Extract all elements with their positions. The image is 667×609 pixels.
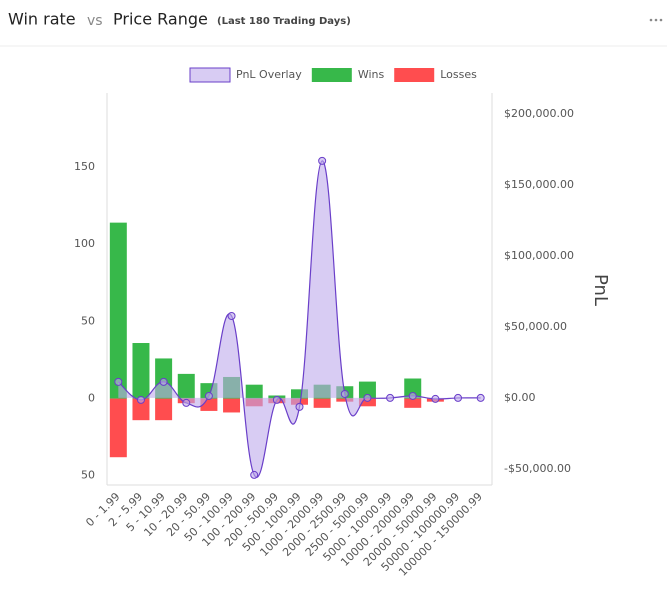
- bar: [291, 389, 308, 399]
- line-point: [408, 391, 417, 400]
- line-point: [227, 311, 236, 320]
- line-point: [159, 377, 168, 386]
- line-point: [386, 393, 395, 402]
- line-point: [295, 402, 304, 411]
- y-tick-label: 100: [74, 237, 95, 250]
- line-area: [118, 160, 481, 478]
- y-tick-label: 50: [81, 314, 95, 327]
- line-point: [136, 395, 145, 404]
- legend-swatch: [189, 67, 231, 83]
- legend-label: Wins: [358, 68, 385, 81]
- y-tick-label: 0: [88, 392, 95, 405]
- bar: [358, 381, 376, 399]
- legend-item: Losses: [394, 68, 477, 82]
- y2-tick-label: $50,000.00: [504, 320, 567, 333]
- bar: [223, 398, 241, 413]
- legend-label: PnL Overlay: [236, 68, 302, 81]
- y-tick-label: 150: [74, 160, 95, 173]
- line-point: [182, 398, 191, 407]
- y2-axis-title: PnL: [590, 274, 611, 306]
- line-point: [204, 391, 213, 400]
- line-point: [363, 393, 372, 402]
- menu-icon[interactable]: [649, 18, 663, 22]
- bar: [313, 398, 331, 408]
- chart-subtitle: (Last 180 Trading Days): [217, 16, 351, 27]
- bar: [132, 398, 150, 421]
- line-point: [454, 393, 463, 402]
- y2-tick-label: -$50,000.00: [504, 462, 571, 475]
- bar: [245, 384, 263, 399]
- y2-tick-label: $150,000.00: [504, 178, 574, 191]
- bar: [109, 398, 127, 458]
- y2-tick-label: $100,000.00: [504, 249, 574, 262]
- line-point: [114, 377, 123, 386]
- line-point: [250, 470, 259, 479]
- bar: [358, 398, 376, 407]
- bar: [336, 398, 354, 402]
- line-point: [431, 394, 440, 403]
- legend-item: PnL Overlay: [189, 67, 302, 83]
- line-point: [476, 393, 485, 402]
- chart-title: Win rate: [8, 10, 76, 29]
- y2-tick-label: $0.00: [504, 391, 536, 404]
- y-tick-label: 50: [81, 469, 95, 482]
- bar: [155, 398, 173, 421]
- line-point: [272, 395, 281, 404]
- line: [117, 160, 481, 478]
- bar: [132, 343, 150, 399]
- legend-item: Wins: [311, 68, 385, 82]
- legend-label: Losses: [440, 68, 477, 81]
- bar: [404, 378, 422, 399]
- bar: [177, 373, 195, 399]
- title-topic: Price Range: [113, 10, 208, 29]
- y2-tick-label: $200,000.00: [504, 107, 574, 120]
- bar: [109, 222, 127, 399]
- legend-swatch: [311, 68, 352, 82]
- line-point: [340, 389, 349, 398]
- legend-swatch: [394, 68, 435, 82]
- bar: [404, 398, 422, 408]
- line-point: [318, 156, 327, 165]
- title-vs: vs: [87, 13, 103, 29]
